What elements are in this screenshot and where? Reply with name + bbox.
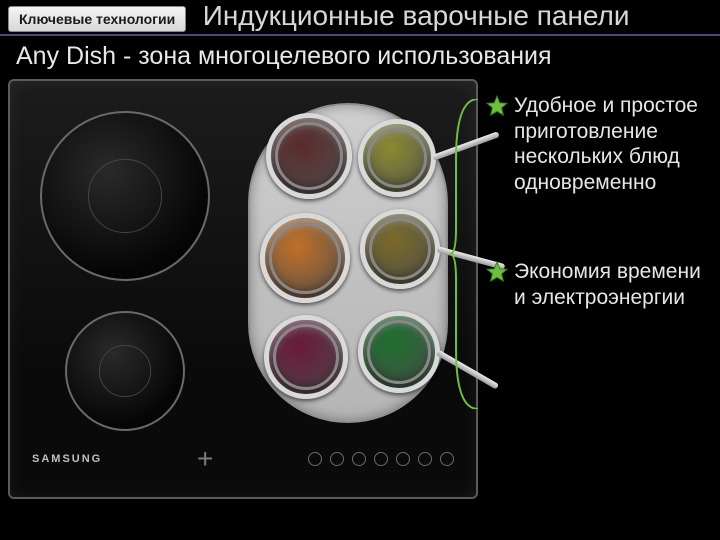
plus-icon: + xyxy=(197,443,213,475)
pot xyxy=(260,213,350,303)
star-icon xyxy=(486,95,508,117)
burner-small xyxy=(65,311,185,431)
badge-key-tech: Ключевые технологии xyxy=(8,6,186,32)
control-icons xyxy=(308,452,454,466)
star-icon xyxy=(486,261,508,283)
slide-subtitle: Any Dish - зона многоцелевого использова… xyxy=(16,42,720,71)
pot xyxy=(264,315,348,399)
pot xyxy=(266,113,352,199)
pot xyxy=(358,311,440,393)
bullet-text: Экономия времени и электроэнергии xyxy=(514,259,706,310)
cooktop-image: SAMSUNG + xyxy=(8,79,478,499)
bullet-list: Удобное и простое приготовление нескольк… xyxy=(478,79,712,499)
cooktop-controls: SAMSUNG + xyxy=(10,435,476,483)
slide-title: Индукционные варочные панели xyxy=(203,0,630,32)
pot xyxy=(360,209,440,289)
bullet-item: Удобное и простое приготовление нескольк… xyxy=(486,93,706,195)
flex-cooking-zone xyxy=(248,103,448,423)
bullet-item: Экономия времени и электроэнергии xyxy=(486,259,706,310)
pot xyxy=(358,119,436,197)
brand-logo: SAMSUNG xyxy=(32,453,102,465)
content-row: SAMSUNG + Удобное и простое приготовлени… xyxy=(0,79,720,499)
bullet-text: Удобное и простое приготовление нескольк… xyxy=(514,93,706,195)
burner-large xyxy=(40,111,210,281)
